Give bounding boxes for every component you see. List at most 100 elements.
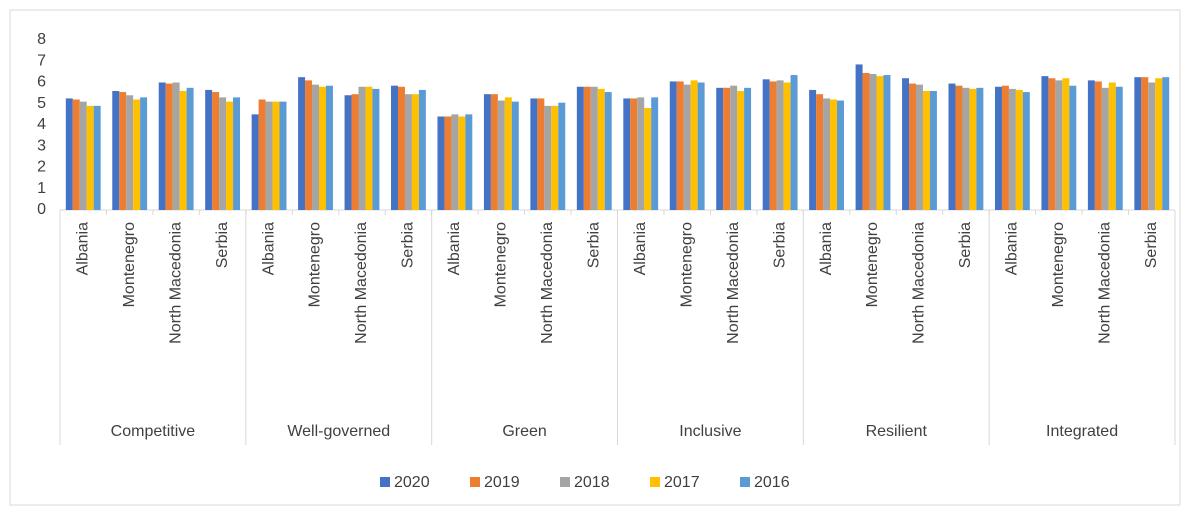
bar <box>823 98 831 210</box>
bar <box>1162 77 1170 210</box>
x-tick-label: Albania <box>632 222 649 275</box>
x-tick-label: North Macedonia <box>353 222 370 344</box>
x-tick-label: Serbia <box>957 222 974 268</box>
y-tick-label: 2 <box>37 159 46 176</box>
bar <box>1008 88 1016 210</box>
x-tick-label: Montenegro <box>678 222 695 307</box>
group-label: Inclusive <box>679 423 741 440</box>
bar <box>590 86 598 210</box>
bar <box>79 101 87 210</box>
bar <box>490 94 498 210</box>
bar <box>783 82 791 210</box>
legend-label: 2016 <box>754 474 790 491</box>
bar <box>1062 78 1070 210</box>
bar <box>837 100 844 210</box>
bar <box>186 87 194 210</box>
bar <box>762 79 770 210</box>
bar <box>558 102 566 210</box>
bar <box>948 83 956 210</box>
x-tick-label: North Macedonia <box>911 222 928 344</box>
x-tick-label: Serbia <box>1143 222 1160 268</box>
bar <box>816 94 824 210</box>
bar <box>298 77 306 210</box>
legend-swatch <box>470 477 480 487</box>
bar <box>776 80 784 210</box>
bar <box>744 87 752 210</box>
bar <box>258 99 266 210</box>
bar <box>365 86 373 210</box>
y-tick-label: 5 <box>37 95 46 112</box>
bar <box>855 64 863 210</box>
bar <box>172 82 180 210</box>
legend-label: 2019 <box>484 474 520 491</box>
bar <box>902 78 910 210</box>
bar <box>651 97 659 210</box>
bar <box>325 85 333 210</box>
bar <box>697 82 705 210</box>
bar <box>133 99 141 210</box>
x-tick-label: Montenegro <box>1050 222 1067 307</box>
bar <box>272 101 280 210</box>
bar <box>623 98 631 210</box>
x-tick-label: Serbia <box>400 222 417 268</box>
bar <box>723 87 731 210</box>
legend-label: 2020 <box>394 474 430 491</box>
bar <box>397 86 405 210</box>
bar <box>915 84 923 210</box>
bar <box>1015 89 1023 210</box>
x-tick-label: Montenegro <box>864 222 881 307</box>
bar <box>769 81 777 210</box>
chart-frame <box>9 9 1181 506</box>
x-tick-label: Albania <box>74 222 91 275</box>
y-tick-label: 1 <box>37 180 46 197</box>
bar <box>1101 87 1109 210</box>
bar <box>391 85 398 210</box>
x-tick-label: Montenegro <box>121 222 138 307</box>
x-tick-label: Montenegro <box>307 222 324 307</box>
bar <box>630 98 638 210</box>
x-tick-label: Serbia <box>771 222 788 268</box>
bar <box>358 86 366 210</box>
bar <box>955 85 963 210</box>
bar <box>497 100 505 210</box>
group-label: Competitive <box>111 423 196 440</box>
y-tick-label: 7 <box>37 52 46 69</box>
bar <box>1134 77 1142 210</box>
bar <box>451 114 459 210</box>
group-label: Integrated <box>1046 423 1118 440</box>
bar <box>876 76 884 210</box>
bar <box>458 116 466 210</box>
bar <box>1069 85 1077 210</box>
bar <box>404 94 412 210</box>
bar <box>483 94 491 210</box>
bar <box>219 97 227 210</box>
bar <box>265 101 273 210</box>
bar <box>465 114 473 210</box>
bar <box>883 75 891 210</box>
bar <box>1087 80 1095 210</box>
bar <box>212 92 220 210</box>
bar <box>140 97 148 210</box>
bar <box>644 108 652 210</box>
bar <box>862 72 870 210</box>
bar <box>790 75 798 210</box>
bar <box>730 85 738 210</box>
bar <box>830 99 838 210</box>
bar <box>683 84 691 210</box>
y-tick-label: 6 <box>37 74 46 91</box>
bar <box>165 83 173 210</box>
x-tick-label: North Macedonia <box>167 222 184 344</box>
bar <box>1115 86 1123 210</box>
legend-swatch <box>560 477 570 487</box>
bar <box>205 89 213 210</box>
bar <box>976 87 984 210</box>
bar <box>504 97 512 210</box>
y-tick-label: 8 <box>37 31 46 48</box>
group-label: Green <box>502 423 546 440</box>
bar <box>1022 92 1030 210</box>
bar <box>737 91 745 210</box>
bar <box>909 83 916 210</box>
bar <box>962 87 970 210</box>
bar <box>716 87 724 210</box>
bar <box>669 81 677 210</box>
